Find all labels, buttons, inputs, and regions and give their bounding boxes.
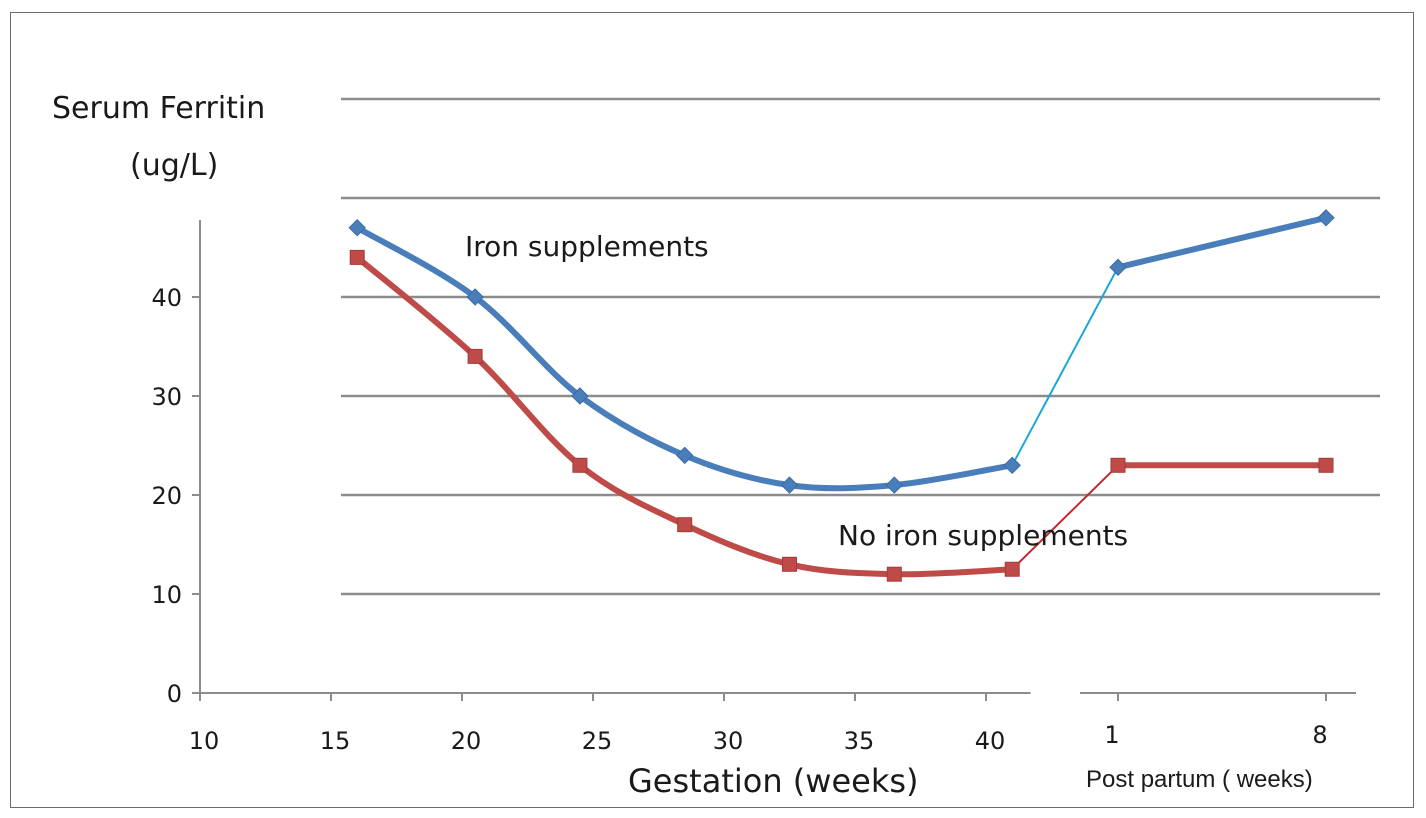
y-tick-label: 10 xyxy=(151,581,182,609)
y-axis-label-line1: Serum Ferritin xyxy=(52,91,265,126)
x-tick-label: 35 xyxy=(844,727,875,755)
data-point-iron xyxy=(780,476,799,494)
y-tick-label: 20 xyxy=(151,482,182,510)
x-tick-label-postpartum: 8 xyxy=(1312,721,1327,749)
data-point-no_iron xyxy=(1004,561,1020,577)
data-point-no_iron xyxy=(467,348,483,364)
y-tick-label: 40 xyxy=(151,284,182,312)
x-tick-label: 15 xyxy=(320,727,351,755)
annotation-no-iron-supplements: No iron supplements xyxy=(838,519,1128,552)
data-point-iron xyxy=(1317,209,1335,227)
x-tick-label: 10 xyxy=(189,727,220,755)
data-point-iron xyxy=(571,387,589,405)
gridlines xyxy=(341,97,1380,596)
x-tick-label: 25 xyxy=(582,727,613,755)
series-line-postpartum-iron xyxy=(1115,214,1329,271)
x-tick-label: 30 xyxy=(713,727,744,755)
y-axis-label-line2: (ug/L) xyxy=(130,148,218,183)
data-point-iron xyxy=(1109,258,1127,277)
data-point-iron xyxy=(885,476,904,494)
series-connector-no_iron xyxy=(1011,464,1119,570)
series-connector-iron xyxy=(1011,266,1119,466)
data-point-no_iron xyxy=(349,249,365,265)
data-point-no_iron xyxy=(886,566,902,582)
y-tick-label: 0 xyxy=(167,680,182,708)
data-point-no_iron xyxy=(1110,457,1126,473)
data-point-iron xyxy=(348,218,366,237)
x-tick-label: 40 xyxy=(975,727,1006,755)
series-markers xyxy=(348,209,1335,582)
data-point-no_iron xyxy=(677,517,693,533)
x-tick-label-postpartum: 1 xyxy=(1104,721,1119,749)
data-point-no_iron xyxy=(1318,457,1334,473)
x-tick-label: 20 xyxy=(451,727,482,755)
data-point-iron xyxy=(1003,456,1021,475)
x-axis-label-postpartum: Post partum ( weeks) xyxy=(1086,766,1313,793)
chart-frame xyxy=(10,12,1414,808)
data-point-no_iron xyxy=(572,457,588,473)
annotation-iron-supplements: Iron supplements xyxy=(465,230,709,263)
y-tick-label: 30 xyxy=(151,383,182,411)
data-point-no_iron xyxy=(782,556,797,572)
data-point-iron xyxy=(466,288,484,306)
axes xyxy=(192,220,1356,701)
x-axis-label: Gestation (weeks) xyxy=(628,762,919,800)
data-point-iron xyxy=(675,446,694,465)
